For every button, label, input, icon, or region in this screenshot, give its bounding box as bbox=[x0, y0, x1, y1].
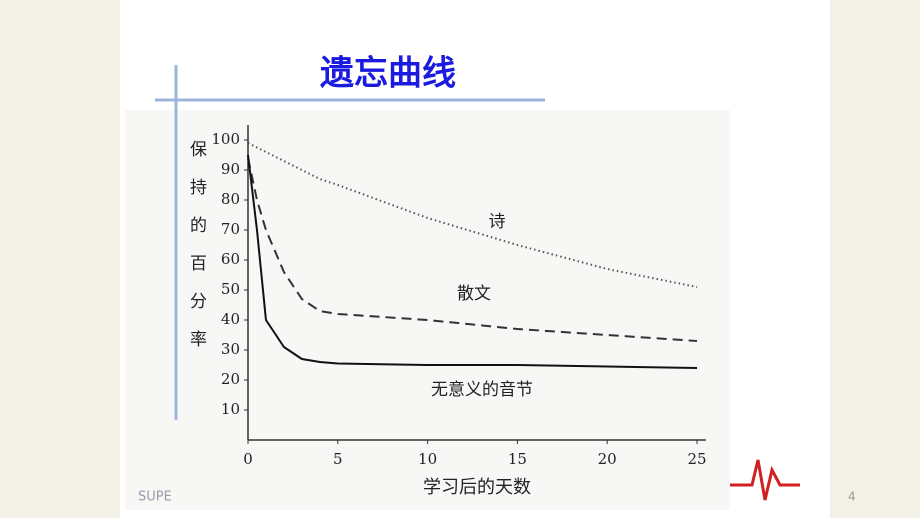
y-tick-label: 70 bbox=[221, 220, 240, 238]
series-line bbox=[247, 157, 698, 342]
y-axis-label: 保持的百分率 bbox=[190, 140, 207, 350]
page-number: 4 bbox=[848, 490, 856, 504]
series-line bbox=[247, 142, 698, 288]
x-tick-label: 0 bbox=[243, 450, 253, 468]
x-tick-label: 15 bbox=[508, 450, 527, 468]
chart-title: 遗忘曲线 bbox=[320, 54, 456, 94]
y-tick-label: 10 bbox=[221, 400, 240, 418]
series-label: 散文 bbox=[457, 284, 491, 304]
y-tick-label: 100 bbox=[211, 130, 240, 148]
y-tick-label: 60 bbox=[221, 250, 240, 268]
y-tick-label: 80 bbox=[221, 190, 240, 208]
y-tick-label: 20 bbox=[221, 370, 240, 388]
side-decoration bbox=[0, 0, 120, 518]
side-decoration bbox=[830, 0, 920, 518]
footer: SUPE bbox=[138, 490, 172, 505]
series-label: 诗 bbox=[489, 212, 506, 232]
series-line bbox=[247, 154, 698, 369]
x-tick-label: 20 bbox=[598, 450, 617, 468]
y-tick-label: 40 bbox=[221, 310, 240, 328]
x-tick-label: 5 bbox=[333, 450, 343, 468]
series-label: 无意义的音节 bbox=[431, 380, 533, 400]
x-axis-label: 学习后的天数 bbox=[423, 477, 531, 498]
x-tick-label: 25 bbox=[687, 450, 706, 468]
heart-decoration bbox=[730, 459, 800, 501]
x-tick-label: 10 bbox=[418, 450, 437, 468]
y-tick-label: 90 bbox=[221, 160, 240, 178]
y-tick-label: 50 bbox=[221, 280, 240, 298]
y-tick-label: 30 bbox=[221, 340, 240, 358]
